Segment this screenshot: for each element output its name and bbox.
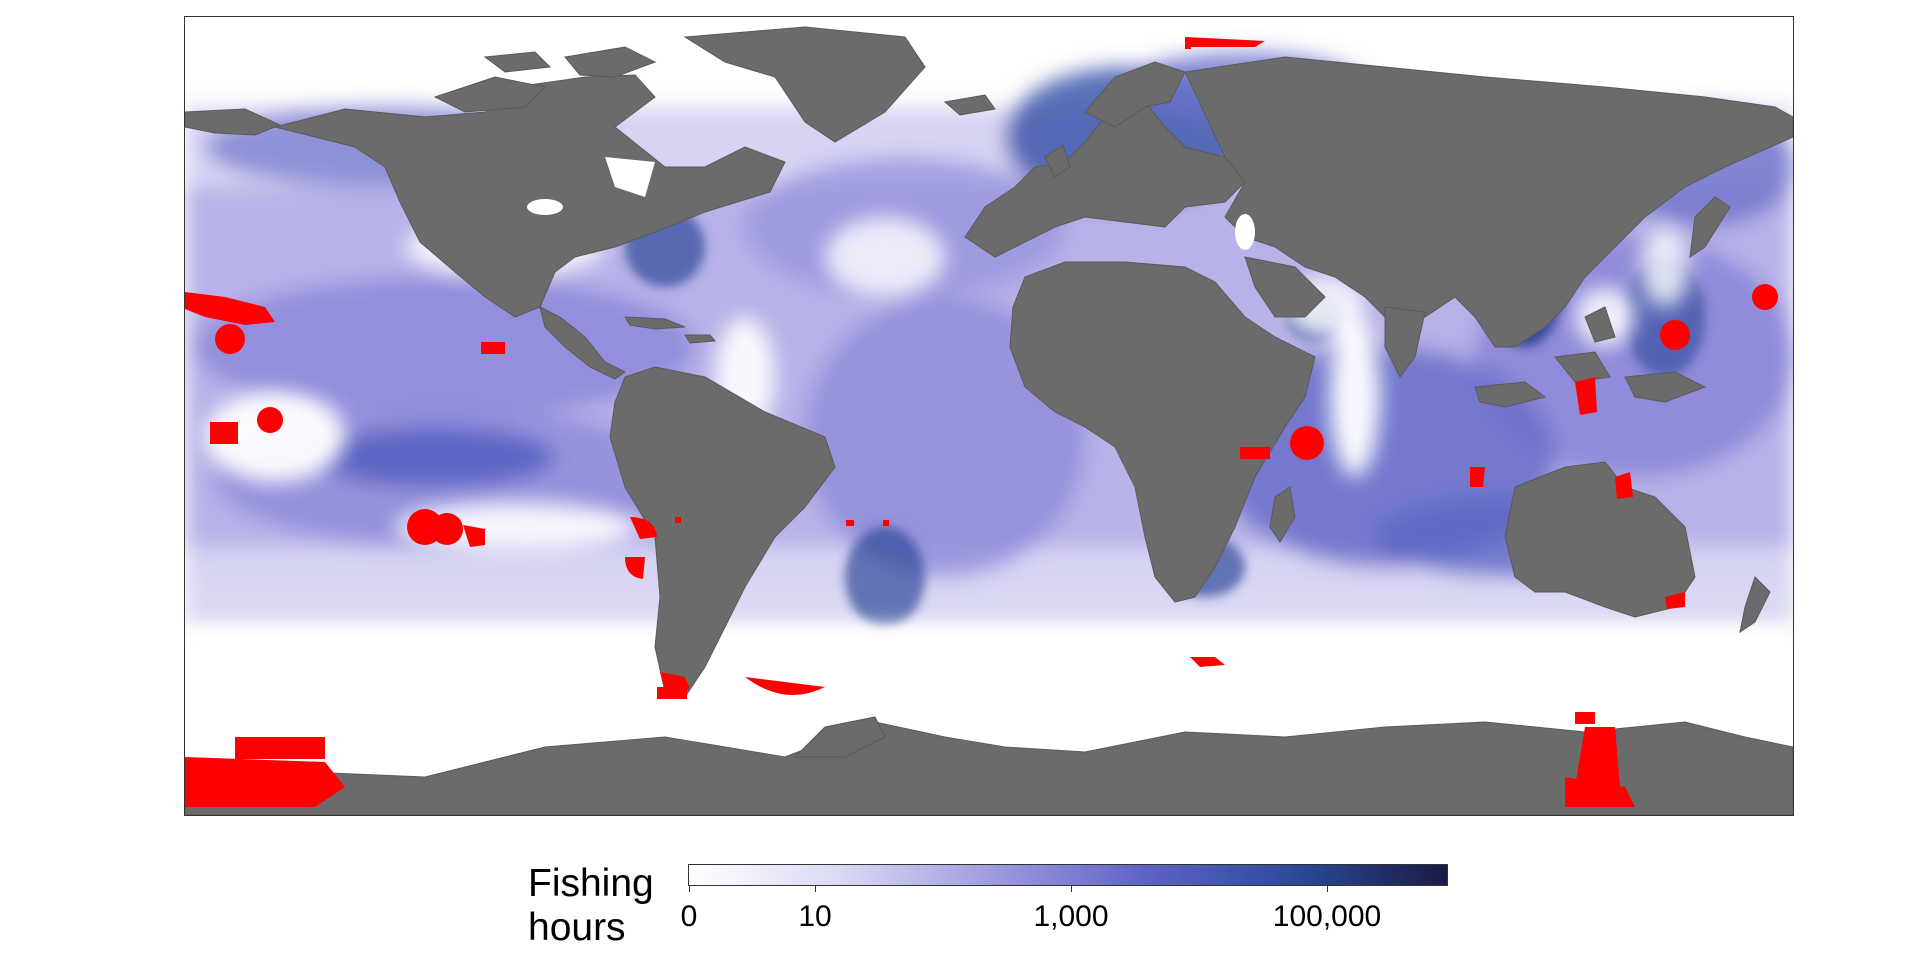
highlighted-zones (185, 37, 1778, 807)
landmass-central-america (539, 306, 626, 380)
colorbar-label-1000: 1,000 (1033, 900, 1109, 933)
legend-title-line2: hours (528, 906, 626, 949)
colorbar-tick (815, 886, 816, 892)
colorbar-label-0: 0 (680, 900, 698, 933)
colorbar-tick (1071, 886, 1072, 892)
colorbar-tick (689, 886, 690, 892)
map-canvas (185, 17, 1793, 815)
landmass-south-america (609, 366, 836, 698)
inland-water (527, 157, 1255, 250)
colorbar-label-10: 10 (798, 900, 832, 933)
colorbar-tick (1327, 886, 1328, 892)
world-map (184, 16, 1794, 816)
land-layer (185, 26, 1793, 815)
legend-title: Fishing hours (528, 862, 678, 950)
landmass-alaska (185, 108, 282, 136)
colorbar (688, 864, 1448, 886)
legend-title-line1: Fishing (528, 862, 654, 905)
landmass-asia (1184, 56, 1793, 348)
landmass-antarctica (185, 721, 1793, 815)
landmass-greenland (683, 26, 926, 143)
landmass-north-america (274, 74, 786, 318)
landmass-africa (1009, 261, 1316, 603)
colorbar-label-100000: 100,000 (1272, 900, 1382, 933)
